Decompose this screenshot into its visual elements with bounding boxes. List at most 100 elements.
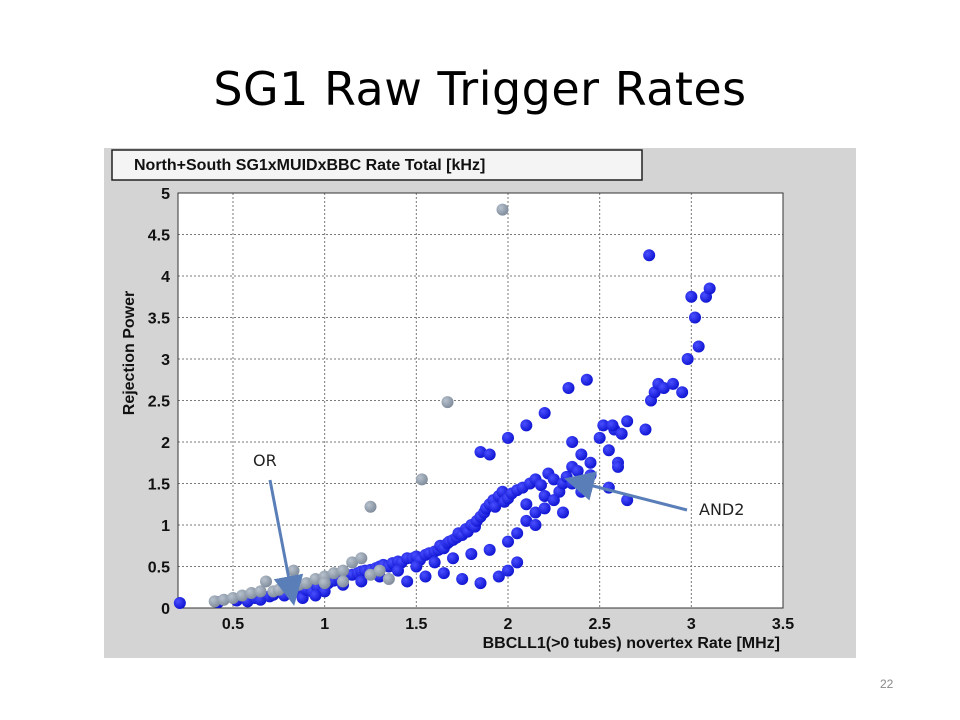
x-tick-label: 3 — [687, 616, 696, 633]
or-point — [217, 593, 230, 606]
and2-point — [511, 556, 524, 569]
and2-point — [547, 473, 560, 486]
scatter-chart: 0.5 1 1.5 2 2.5 3 3.5 0 0.5 1 1.5 2 2.5 3 3.5 4 4.5 5 Nor… — [104, 148, 856, 658]
chart-title-box: North+South SG1xMUIDxBBC Rate Total [kHz… — [111, 149, 643, 181]
and2-point — [474, 445, 487, 458]
and2-point — [465, 548, 478, 561]
and2-point — [667, 377, 679, 390]
plot-area — [178, 193, 783, 608]
or-arrow — [268, 479, 304, 606]
and2-point — [538, 502, 551, 515]
and2-point — [520, 514, 533, 527]
and2-point — [676, 386, 689, 399]
and2-point — [419, 570, 432, 583]
and2-point — [584, 456, 597, 469]
x-tick-label: 3.5 — [772, 616, 794, 633]
and2-point — [557, 506, 569, 519]
y-tick-label: 1.5 — [148, 477, 170, 494]
and2-point — [474, 577, 487, 590]
and2-annotation-label: AND2 — [699, 500, 745, 519]
or-point — [327, 567, 340, 580]
and2-point — [538, 489, 551, 502]
y-tick-label: 0 — [161, 601, 170, 618]
and2-point — [437, 567, 450, 580]
and2-point — [593, 431, 606, 444]
x-tick-label: 2.5 — [589, 616, 611, 633]
and2-point — [639, 423, 652, 436]
or-point — [496, 203, 509, 216]
y-axis-label: Rejection Power — [121, 291, 138, 415]
or-point — [245, 587, 258, 600]
and2-point — [575, 448, 588, 461]
and2-point — [520, 498, 533, 511]
and2-point — [562, 382, 575, 395]
y-tick-label: 4 — [161, 269, 170, 286]
or-point — [337, 564, 349, 577]
and2-point — [692, 340, 705, 353]
and2-point — [657, 382, 670, 395]
or-point — [260, 575, 272, 588]
and2-point — [355, 575, 368, 588]
or-point — [236, 589, 249, 602]
or-point — [373, 564, 386, 577]
and2-point — [447, 552, 459, 565]
chart-title: North+South SG1xMUIDxBBC Rate Total [kHz… — [134, 157, 485, 174]
and2-point — [681, 353, 694, 365]
y-tick-label: 5 — [161, 186, 170, 203]
and2-point — [428, 556, 441, 569]
and2-point — [606, 419, 619, 432]
and2-point — [502, 535, 514, 548]
and2-point — [489, 500, 502, 513]
and2-point — [511, 527, 524, 540]
and2-point — [410, 560, 423, 573]
and2-point — [520, 419, 533, 432]
and2-point — [401, 575, 414, 588]
x-tick-label: 0.5 — [222, 616, 244, 633]
or-point — [364, 500, 377, 513]
and2-point — [621, 494, 634, 507]
x-tick-label: 1 — [320, 616, 329, 633]
and2-point — [529, 519, 542, 531]
and2-point — [529, 506, 542, 519]
and2-point — [566, 436, 579, 448]
and2-point — [580, 373, 593, 386]
x-axis-label: BBCLL1(>0 tubes) novertex Rate [MHz] — [483, 635, 780, 652]
y-tick-label: 1 — [161, 518, 170, 535]
and2-point — [703, 282, 716, 295]
and2-point — [597, 419, 610, 432]
y-tick-label: 3 — [161, 352, 170, 369]
and2-point — [584, 469, 597, 482]
or-point — [355, 552, 368, 565]
slide-title: SG1 Raw Trigger Rates — [213, 62, 747, 116]
and2-point — [392, 564, 404, 577]
and2-point — [538, 406, 551, 419]
y-tick-label: 3.5 — [148, 311, 170, 328]
y-tick-label: 2 — [161, 435, 170, 452]
or-point — [300, 577, 313, 590]
y-tick-label: 2.5 — [148, 394, 170, 411]
or-point — [254, 585, 267, 598]
or-point — [337, 575, 349, 588]
y-tick-label: 4.5 — [148, 228, 170, 245]
or-point — [208, 595, 221, 608]
and2-arrow — [564, 471, 688, 512]
x-tick-label: 1.5 — [405, 616, 427, 633]
and2-point — [685, 290, 698, 303]
and2-point — [689, 311, 701, 324]
and2-point — [318, 585, 331, 598]
and2-point — [547, 494, 560, 507]
and2-point — [483, 543, 496, 556]
and2-point — [643, 249, 656, 262]
or-point — [415, 473, 428, 486]
axis-tick-labels: 0.5 1 1.5 2 2.5 3 3.5 0 0.5 1 1.5 2 2.5 3 3.5 4 4.5 5 — [148, 186, 794, 633]
and2-point — [612, 460, 624, 473]
and2-point — [502, 564, 514, 577]
x-tick-label: 2 — [504, 616, 513, 633]
and2-point — [483, 448, 496, 461]
and2-point — [602, 444, 615, 457]
and2-point — [502, 431, 514, 444]
or-point — [309, 572, 322, 585]
slide-number: 22 — [880, 677, 894, 691]
y-tick-label: 0.5 — [148, 560, 170, 577]
and2-point — [621, 415, 634, 428]
